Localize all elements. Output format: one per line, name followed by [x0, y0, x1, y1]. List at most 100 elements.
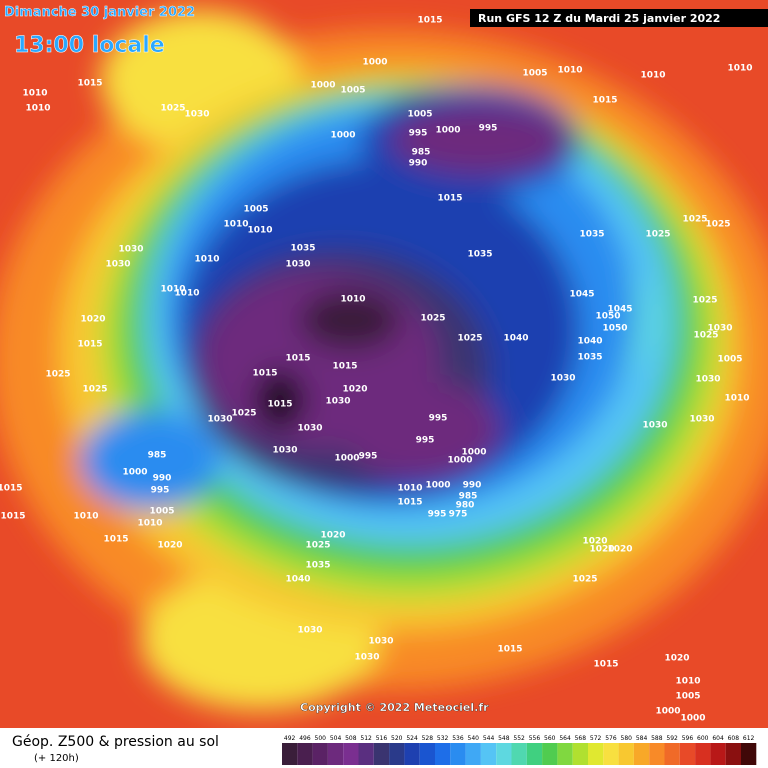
isobar-label: 1030 — [642, 421, 667, 431]
isobar-label: 995 — [428, 510, 447, 520]
isobar-label: 1010 — [137, 519, 162, 529]
colorbar-label: 608 — [728, 735, 740, 742]
isobar-label: 1015 — [417, 16, 442, 26]
colorbar-label: 588 — [651, 735, 663, 742]
colorbar-swatch — [343, 743, 359, 765]
isobar-label: 1010 — [223, 220, 248, 230]
isobar-label: 1015 — [77, 340, 102, 350]
colorbar-label: 556 — [529, 735, 541, 742]
isobar-label: 1025 — [82, 385, 107, 395]
isobar-label: 1020 — [582, 537, 607, 547]
isobar-label: 1005 — [675, 692, 700, 702]
isobar-label: 995 — [409, 129, 428, 139]
colorbar-label: 564 — [559, 735, 571, 742]
isobar-label: 985 — [148, 451, 167, 461]
isobar-label: 1020 — [664, 654, 689, 664]
colorbar-label: 496 — [299, 735, 311, 742]
colorbar-label: 544 — [483, 735, 495, 742]
colorbar-label: 536 — [452, 735, 464, 742]
isobar-label: 995 — [429, 414, 448, 424]
isobar-label: 1020 — [342, 385, 367, 395]
isobar-label: 1045 — [607, 305, 632, 315]
colorbar-swatch — [695, 743, 711, 765]
isobar-label: 1025 — [457, 334, 482, 344]
colorbar-swatch — [741, 743, 757, 765]
colorbar-label: 508 — [345, 735, 357, 742]
colorbar-label: 560 — [544, 735, 556, 742]
isobar-label: 1020 — [320, 531, 345, 541]
colorbar-swatch — [297, 743, 313, 765]
colorbar-label: 600 — [697, 735, 709, 742]
colorbar-swatch — [588, 743, 604, 765]
isobar-label: 1030 — [707, 324, 732, 334]
lead-time: (+ 120h) — [34, 753, 79, 764]
colorbar-swatch — [327, 743, 344, 765]
isobar-label: 1010 — [724, 394, 749, 404]
colorbar-label: 572 — [590, 735, 602, 742]
colorbar-swatch — [465, 743, 481, 765]
colorbar-swatch — [664, 743, 680, 765]
isobar-label: 1030 — [118, 245, 143, 255]
isobar-label: 1030 — [297, 626, 322, 636]
isobar-label: 1015 — [593, 660, 618, 670]
colorbar-swatch — [419, 743, 435, 765]
isobar-label: 1025 — [705, 220, 730, 230]
colorbar-swatch — [496, 743, 512, 765]
isobar-label: 985 — [459, 492, 478, 502]
isobar-label: 1050 — [595, 312, 620, 322]
isobar-label: 1015 — [0, 484, 23, 494]
colorbar-label: 504 — [330, 735, 342, 742]
isobar-label: 1015 — [103, 535, 128, 545]
isobar-label: 1030 — [368, 637, 393, 647]
colorbar-label: 516 — [376, 735, 388, 742]
run-info: Run GFS 12 Z du Mardi 25 janvier 2022 — [478, 12, 720, 25]
colorbar-label: 568 — [575, 735, 587, 742]
colorbar-swatch — [450, 743, 466, 765]
isobar-label: 1005 — [243, 205, 268, 215]
colorbar-swatch — [282, 743, 298, 765]
colorbar-swatch — [603, 743, 619, 765]
isobar-label: 1025 — [645, 230, 670, 240]
isobar-label: 1020 — [607, 545, 632, 555]
isobar-label: 1025 — [420, 314, 445, 324]
isobar-label: 1035 — [577, 353, 602, 363]
isobar-label: 1010 — [73, 512, 98, 522]
isobar-label: 1015 — [332, 362, 357, 372]
colorbar-swatch — [526, 743, 543, 765]
isobar-label: 1030 — [297, 424, 322, 434]
isobar-label: 1005 — [340, 86, 365, 96]
colorbar-swatch — [557, 743, 573, 765]
isobar-label: 1025 — [692, 296, 717, 306]
isobar-label: 1000 — [362, 58, 387, 68]
isobar-label: 1025 — [160, 104, 185, 114]
isobar-label: 1010 — [194, 255, 219, 265]
isobar-label: 990 — [463, 481, 482, 491]
colorbar-label: 532 — [437, 735, 449, 742]
colorbar-swatch — [358, 743, 374, 765]
isobar-label: 1030 — [695, 375, 720, 385]
isobar-label: 975 — [449, 510, 468, 520]
colorbar-swatch — [373, 743, 390, 765]
isobar-label: 1015 — [77, 79, 102, 89]
colorbar-label: 492 — [284, 735, 296, 742]
colorbar-label: 520 — [391, 735, 403, 742]
colorbar-label: 576 — [605, 735, 617, 742]
colorbar-swatch — [404, 743, 420, 765]
isobar-label: 1005 — [717, 355, 742, 365]
isobar-label: 1025 — [231, 409, 256, 419]
isobar-label: 1015 — [0, 512, 25, 522]
isobar-label: 1030 — [184, 110, 209, 120]
copyright: Copyright © 2022 Meteociel.fr — [300, 701, 489, 714]
isobar-label: 1010 — [640, 71, 665, 81]
colorbar-label: 552 — [513, 735, 525, 742]
isobar-label: 1010 — [25, 104, 50, 114]
colorbar-swatch — [511, 743, 527, 765]
isobar-label: 1025 — [693, 331, 718, 341]
colorbar-label: 540 — [468, 735, 480, 742]
isobar-label: 1015 — [397, 498, 422, 508]
isobar-label: 1030 — [550, 374, 575, 384]
isobar-label: 995 — [359, 452, 378, 462]
isobar-label: 1010 — [247, 226, 272, 236]
isobar-label: 1030 — [207, 415, 232, 425]
colorbar-swatch — [725, 743, 741, 765]
